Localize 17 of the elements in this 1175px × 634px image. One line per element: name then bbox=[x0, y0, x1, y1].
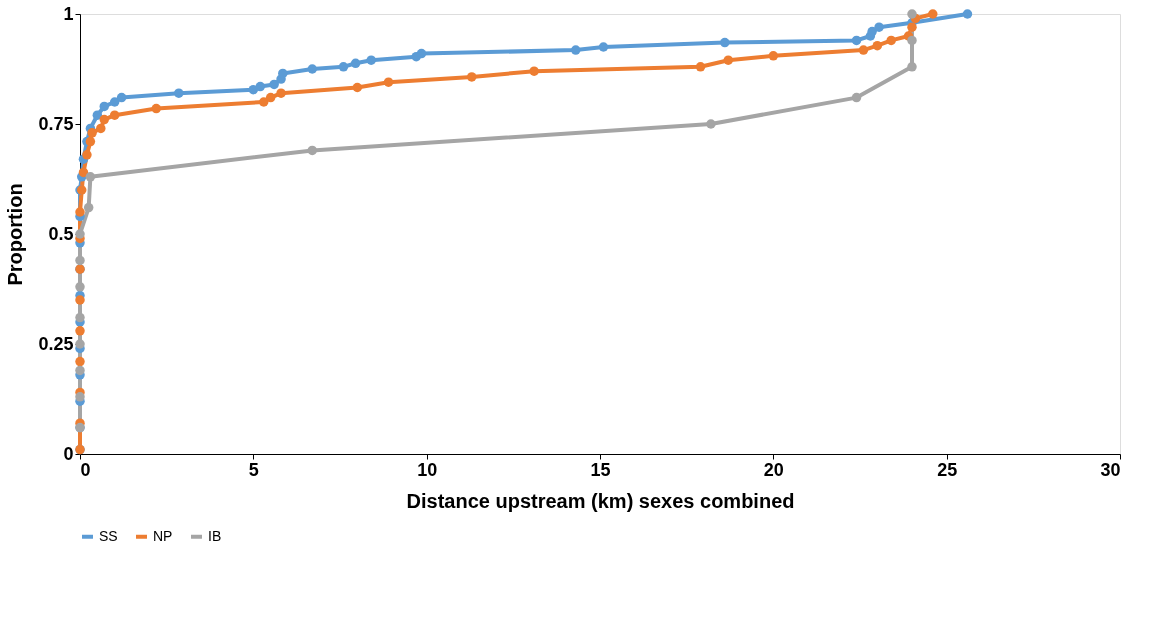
y-tick-label: 0.5 bbox=[48, 223, 74, 244]
x-axis-title: Distance upstream (km) sexes combined bbox=[406, 489, 795, 512]
y-tick-label: 1 bbox=[63, 3, 74, 24]
y-tick-label: 0.75 bbox=[38, 113, 74, 134]
y-tick-label: 0.25 bbox=[38, 333, 74, 354]
legend-label: SS bbox=[99, 527, 118, 544]
x-tick-label: 5 bbox=[248, 459, 259, 480]
y-axis-title: Proportion bbox=[4, 183, 27, 286]
x-tick-label: 15 bbox=[590, 459, 611, 480]
x-tick-label: 20 bbox=[763, 459, 784, 480]
legend-label: IB bbox=[208, 527, 222, 544]
x-tick-label: 10 bbox=[417, 459, 438, 480]
y-tick-label: 0 bbox=[63, 443, 74, 464]
legend-label: NP bbox=[153, 527, 173, 544]
x-tick-label: 0 bbox=[80, 459, 91, 480]
x-tick-label: 30 bbox=[1100, 459, 1121, 480]
x-tick-label: 25 bbox=[937, 459, 958, 480]
